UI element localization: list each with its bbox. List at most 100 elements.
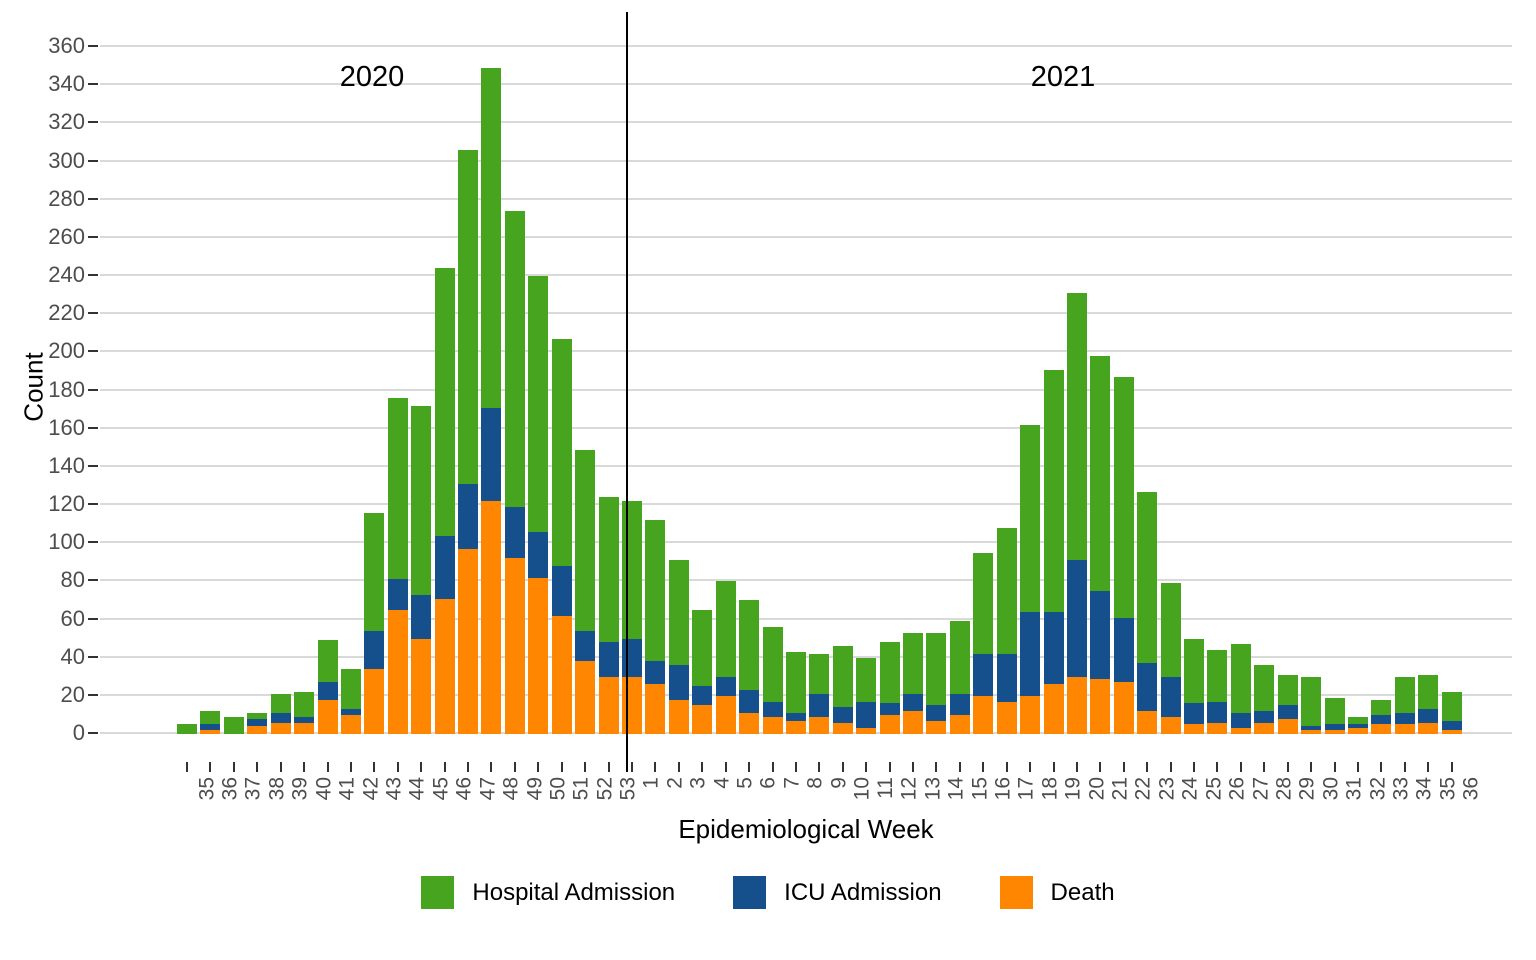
x-tick-label: 10 bbox=[850, 777, 874, 801]
bar-6-hospital-admission bbox=[739, 600, 760, 691]
bar-8-hospital-admission bbox=[785, 651, 806, 713]
bar-12-death bbox=[879, 714, 900, 734]
bar-13-death bbox=[903, 711, 924, 734]
bar-33-icu-admission bbox=[1371, 714, 1392, 725]
bar-41-death bbox=[317, 699, 338, 734]
bar-36-icu-admission bbox=[1441, 720, 1462, 731]
x-axis-tick bbox=[1169, 762, 1172, 772]
y-tick-label: 120 bbox=[48, 491, 85, 516]
bar-45-hospital-admission bbox=[411, 405, 432, 595]
x-axis-tick bbox=[771, 762, 774, 772]
bar-24-hospital-admission bbox=[1160, 583, 1181, 677]
y-tick-label: 180 bbox=[48, 376, 85, 402]
x-tick-label: 2 bbox=[663, 777, 687, 789]
bar-27-hospital-admission bbox=[1230, 644, 1251, 713]
bar-16-icu-admission bbox=[973, 653, 994, 696]
bar-26-icu-admission bbox=[1207, 701, 1228, 723]
x-axis-tick bbox=[748, 762, 751, 772]
bar-30-icu-admission bbox=[1301, 726, 1322, 731]
x-axis-tick bbox=[186, 762, 188, 772]
gridline-100 bbox=[100, 541, 1512, 544]
x-axis-tick bbox=[420, 762, 423, 772]
bar-22-death bbox=[1113, 682, 1134, 734]
x-tick-label: 17 bbox=[1014, 777, 1038, 801]
x-tick-label: 36 bbox=[218, 777, 242, 801]
bar-30-death bbox=[1301, 730, 1322, 734]
bar-22-hospital-admission bbox=[1113, 377, 1134, 618]
gridline-200 bbox=[100, 350, 1512, 353]
bar-22-icu-admission bbox=[1113, 617, 1134, 683]
x-tick-label: 29 bbox=[1295, 777, 1319, 801]
bar-50-death bbox=[528, 577, 549, 734]
gridline-340 bbox=[100, 83, 1512, 86]
bar-7-icu-admission bbox=[762, 701, 783, 717]
x-axis-tick bbox=[537, 762, 540, 772]
bar-38-death bbox=[247, 726, 268, 734]
x-axis-tick bbox=[373, 762, 376, 772]
y-tick-label: 300 bbox=[48, 147, 85, 173]
bar-36-icu-admission bbox=[200, 724, 221, 731]
gridline-120 bbox=[100, 503, 1512, 505]
x-axis-tick bbox=[1403, 762, 1406, 772]
bar-12-icu-admission bbox=[879, 703, 900, 715]
x-axis-tick bbox=[958, 762, 961, 772]
bar-31-hospital-admission bbox=[1324, 697, 1345, 725]
bar-11-death bbox=[856, 728, 877, 734]
x-tick-label: 14 bbox=[944, 777, 968, 801]
legend-item-hospital-admission: Hospital Admission bbox=[421, 876, 675, 909]
x-tick-label: 38 bbox=[265, 777, 289, 801]
x-axis-tick bbox=[443, 762, 446, 772]
legend-swatch-icon bbox=[421, 876, 455, 909]
x-axis-tick bbox=[1239, 762, 1242, 772]
bar-17-icu-admission bbox=[996, 653, 1017, 702]
bar-25-death bbox=[1184, 724, 1205, 734]
x-axis-tick bbox=[888, 762, 891, 772]
bar-47-hospital-admission bbox=[458, 150, 479, 484]
bar-10-death bbox=[832, 722, 853, 734]
y-tick-label: 80 bbox=[60, 567, 85, 593]
x-axis-tick bbox=[1146, 762, 1149, 772]
bar-41-hospital-admission bbox=[317, 640, 338, 683]
x-tick-label: 34 bbox=[1412, 777, 1436, 801]
bar-42-icu-admission bbox=[340, 709, 361, 715]
gridline-80 bbox=[100, 579, 1512, 582]
x-axis-tick bbox=[1005, 762, 1008, 772]
gridline-180 bbox=[100, 388, 1512, 391]
bar-32-death bbox=[1348, 728, 1368, 734]
x-axis-tick bbox=[1029, 762, 1032, 772]
x-tick-label: 35 bbox=[1436, 777, 1460, 801]
y-axis-tick bbox=[88, 541, 98, 544]
gridline-260 bbox=[100, 235, 1512, 238]
y-axis-tick bbox=[88, 274, 98, 276]
bar-21-icu-admission bbox=[1090, 590, 1111, 679]
bar-49-death bbox=[504, 558, 525, 734]
bar-40-icu-admission bbox=[294, 716, 315, 723]
y-tick-label: 280 bbox=[48, 185, 85, 211]
x-tick-label: 45 bbox=[429, 777, 453, 801]
bar-9-hospital-admission bbox=[809, 653, 830, 694]
x-axis-tick bbox=[701, 762, 704, 772]
x-axis-tick bbox=[326, 762, 329, 772]
x-axis-tick bbox=[1310, 762, 1313, 772]
bar-36-death bbox=[1441, 730, 1462, 734]
x-tick-label: 6 bbox=[757, 777, 781, 789]
x-tick-label: 26 bbox=[1225, 777, 1249, 801]
x-tick-label: 24 bbox=[1178, 777, 1202, 801]
x-tick-label: 33 bbox=[1389, 777, 1413, 801]
bar-34-hospital-admission bbox=[1394, 676, 1415, 713]
x-tick-label: 5 bbox=[733, 777, 757, 789]
bar-4-death bbox=[692, 705, 713, 734]
bar-5-hospital-admission bbox=[715, 581, 736, 677]
bar-24-death bbox=[1160, 716, 1181, 734]
y-axis-tick bbox=[88, 693, 98, 696]
legend-swatch-icon bbox=[733, 876, 767, 909]
x-axis-tick bbox=[630, 762, 633, 772]
bar-47-death bbox=[458, 548, 479, 734]
legend-label: Hospital Admission bbox=[472, 878, 676, 906]
y-axis-tick bbox=[88, 83, 98, 86]
x-axis-tick bbox=[1216, 762, 1219, 772]
gridline-160 bbox=[100, 426, 1512, 429]
x-tick-label: 30 bbox=[1319, 777, 1343, 801]
y-axis-tick bbox=[88, 732, 98, 734]
bar-34-icu-admission bbox=[1394, 713, 1415, 725]
